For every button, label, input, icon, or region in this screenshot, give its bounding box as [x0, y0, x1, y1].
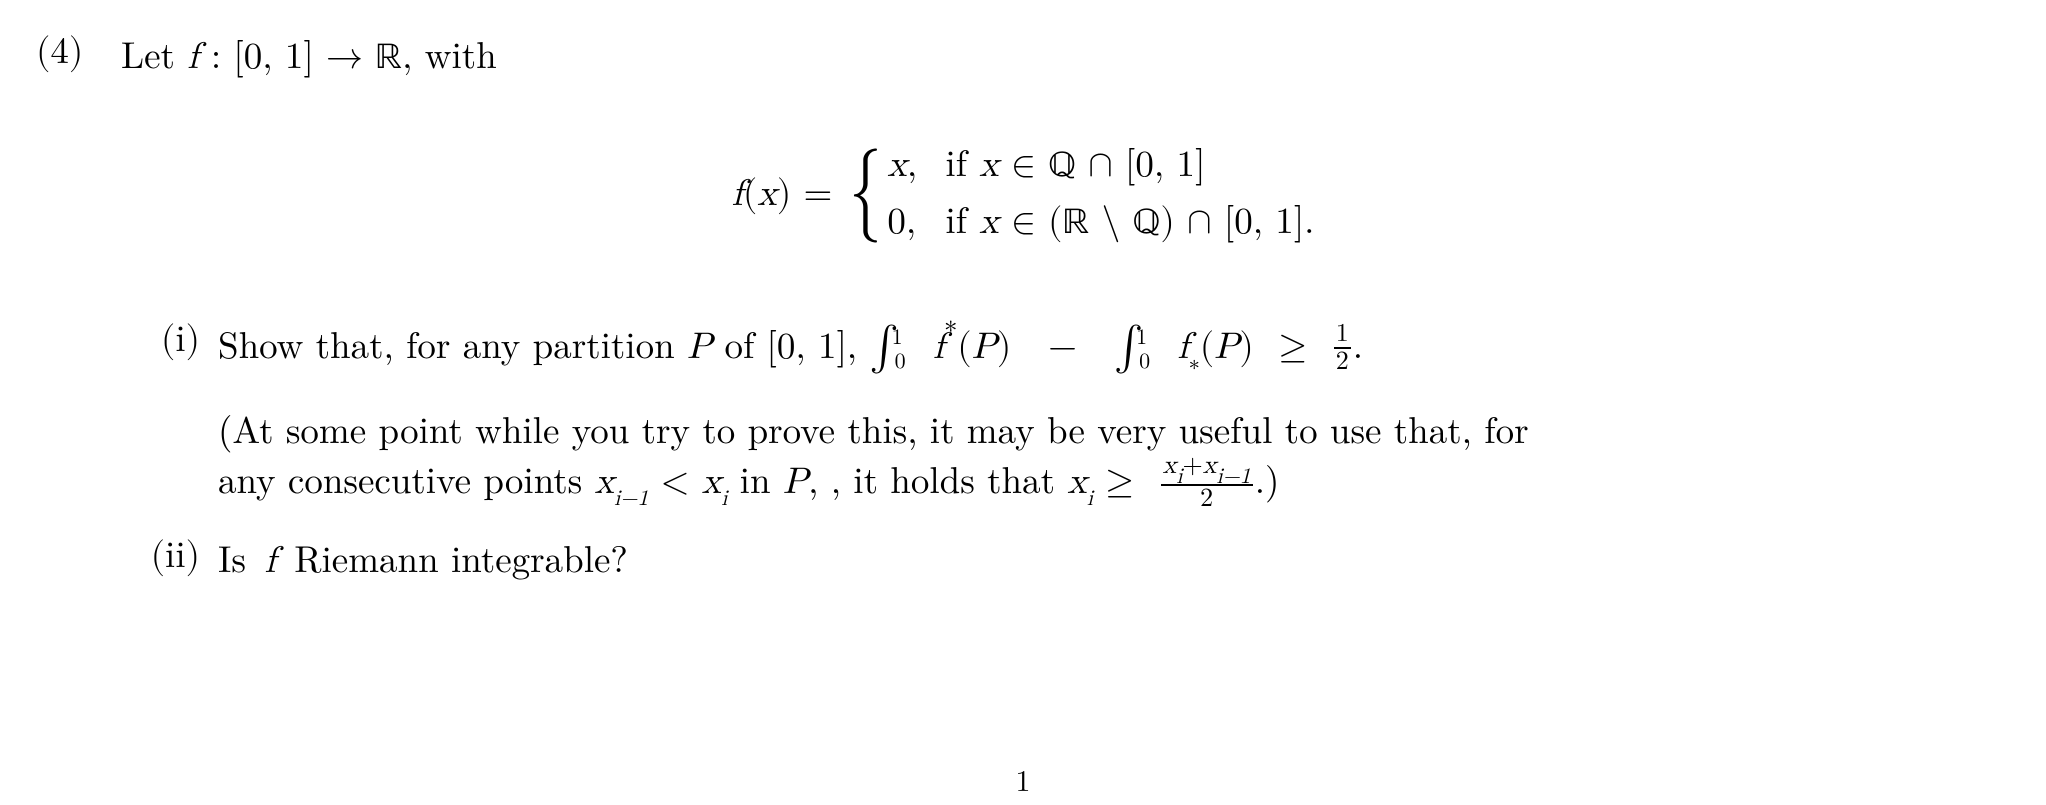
lead-with: with [425, 26, 497, 79]
f-declaration: f : [0, 1] → ℝ, [187, 39, 424, 76]
part-i-prefix: Show that, for any partition [218, 316, 687, 369]
piecewise-cases: x, if x ∈ ℚ ∩ [0, 1] 0, if x ∈ (ℝ \ ℚ) ∩… [887, 138, 1314, 252]
left-brace-icon: { [849, 149, 882, 234]
case-1-value: x, [887, 141, 945, 191]
minus-sign: − [1024, 329, 1102, 366]
hint-holds: , it holds that [831, 451, 1068, 504]
case-2-value: 0, [887, 198, 945, 248]
part-ii-label: (ii) [128, 532, 218, 582]
midpoint-fraction: xi+xi−1 2 [1161, 453, 1253, 512]
case-2: 0, if x ∈ (ℝ \ ℚ) ∩ [0, 1]. [887, 195, 1314, 252]
case-1-condition: if x ∈ ℚ ∩ [0, 1] [945, 141, 1205, 192]
piecewise-lhs: f(x) = [732, 170, 833, 220]
xi-1-lt-xi: xi−1 < xi [595, 464, 740, 501]
part-i-of-interval: of [0, 1], [725, 329, 870, 366]
page-number: 1 [0, 759, 2046, 800]
part-i: (i) Show that, for any partition P of [0… [128, 316, 2010, 514]
hint-line-1: (At some point while you try to prove th… [218, 401, 1529, 454]
piecewise-definition: f(x) = { x, if x ∈ ℚ ∩ [0, 1] 0, if x ∈ … [36, 138, 2010, 252]
case-1: x, if x ∈ ℚ ∩ [0, 1] [887, 138, 1314, 195]
problem-lead: Let f : [0, 1] → ℝ, with [121, 28, 2010, 84]
upper-integral: ∫01 f*(P) [869, 329, 1023, 366]
part-i-hint: (At some point while you try to prove th… [218, 403, 2010, 514]
problem-page: (4) Let f : [0, 1] → ℝ, with f(x) = { x,… [0, 0, 2046, 805]
part-ii: (ii) Is f Riemann integrable? [128, 532, 2010, 587]
hint-P: P [783, 464, 808, 501]
part-i-body: Show that, for any partition P of [0, 1]… [218, 316, 2010, 514]
case-2-condition: if x ∈ (ℝ \ ℚ) ∩ [0, 1]. [945, 198, 1314, 249]
problem-statement-row: (4) Let f : [0, 1] → ℝ, with [36, 28, 2010, 84]
hint-line-2-pre: any consecutive points [218, 451, 595, 504]
hint-in: in [740, 451, 783, 504]
partition-P: P [687, 329, 712, 366]
problem-number: (4) [36, 28, 121, 78]
part-ii-body: Is f Riemann integrable? [218, 532, 2010, 587]
problem-parts: (i) Show that, for any partition P of [0… [128, 316, 2010, 587]
hint-close: .) [1255, 451, 1280, 504]
lead-let: Let [121, 26, 187, 79]
part-i-label: (i) [128, 316, 218, 366]
one-half-fraction: 12 [1334, 321, 1351, 375]
xi-geq-midpoint: xi ≥ xi+xi−1 2 [1067, 464, 1254, 501]
lower-integral: ∫01 f∗(P) ≥ 12 . [1114, 329, 1363, 366]
